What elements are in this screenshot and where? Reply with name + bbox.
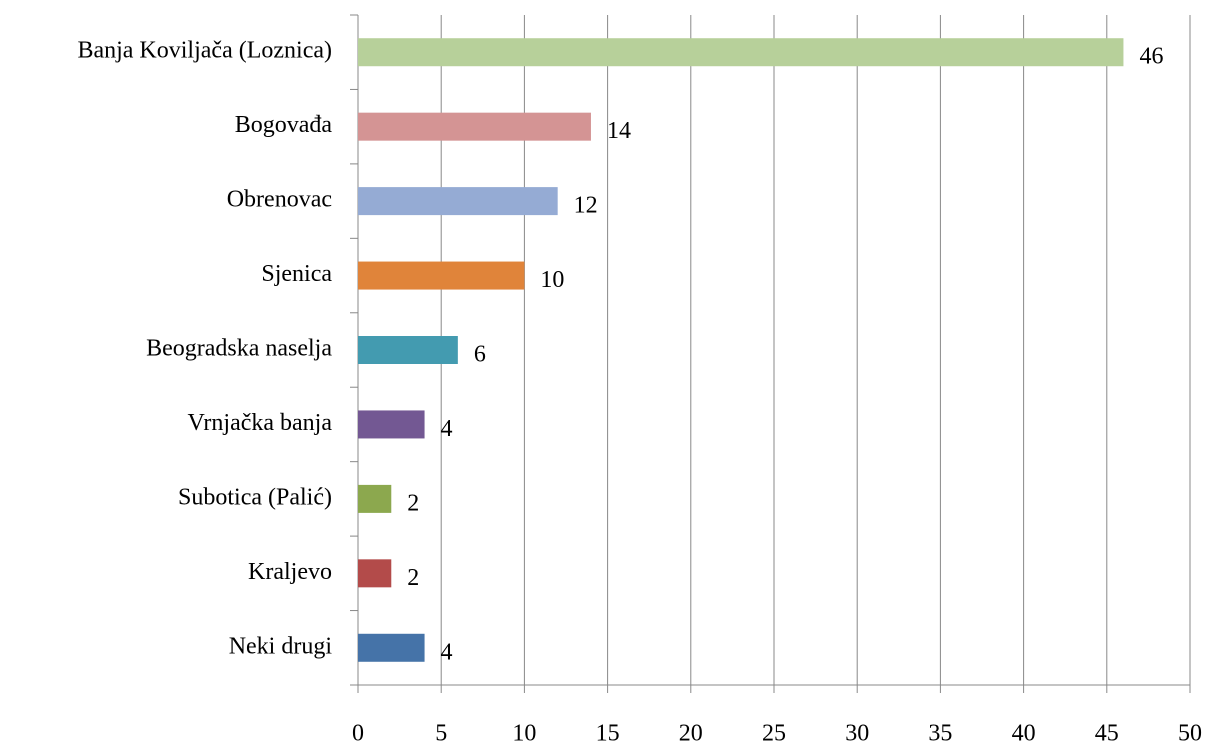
x-tick-label: 30 <box>845 721 869 744</box>
y-tick-label: Kraljevo <box>248 559 332 585</box>
bar <box>358 410 425 439</box>
y-tick-label: Sjenica <box>261 261 332 287</box>
y-tick-label: Banja Koviljača (Loznica) <box>77 38 332 64</box>
value-label: 4 <box>441 416 453 442</box>
bar <box>358 38 1124 67</box>
bar <box>358 112 591 141</box>
x-tick-label: 40 <box>1012 721 1036 744</box>
x-tick-label: 50 <box>1178 721 1202 744</box>
x-tick-label: 5 <box>435 721 447 744</box>
value-label: 12 <box>574 193 598 219</box>
value-label: 4 <box>441 639 453 665</box>
bar <box>358 336 458 364</box>
x-tick-label: 15 <box>596 721 620 744</box>
x-tick-label: 45 <box>1095 721 1119 744</box>
x-tick-label: 20 <box>679 721 703 744</box>
value-label: 14 <box>607 118 631 144</box>
x-tick-label: 25 <box>762 721 786 744</box>
y-tick-label: Neki drugi <box>229 633 333 659</box>
y-tick-label: Vrnjačka banja <box>188 410 333 436</box>
value-label: 6 <box>474 342 486 368</box>
y-tick-label: Bogovađa <box>235 112 333 138</box>
value-label: 2 <box>407 565 419 591</box>
value-label: 10 <box>540 267 564 293</box>
x-tick-label: 10 <box>512 721 536 744</box>
y-tick-label: Subotica (Palić) <box>178 484 332 510</box>
value-label: 46 <box>1139 44 1163 70</box>
bar <box>358 633 425 662</box>
x-tick-label: 35 <box>928 721 952 744</box>
bar <box>358 559 392 588</box>
bar <box>358 261 525 290</box>
x-tick-label: 0 <box>352 721 364 744</box>
value-label: 2 <box>407 490 419 516</box>
y-tick-label: Beogradska naselja <box>146 336 332 362</box>
bar <box>358 484 392 513</box>
bar <box>358 187 558 216</box>
y-tick-label: Obrenovac <box>227 187 332 213</box>
